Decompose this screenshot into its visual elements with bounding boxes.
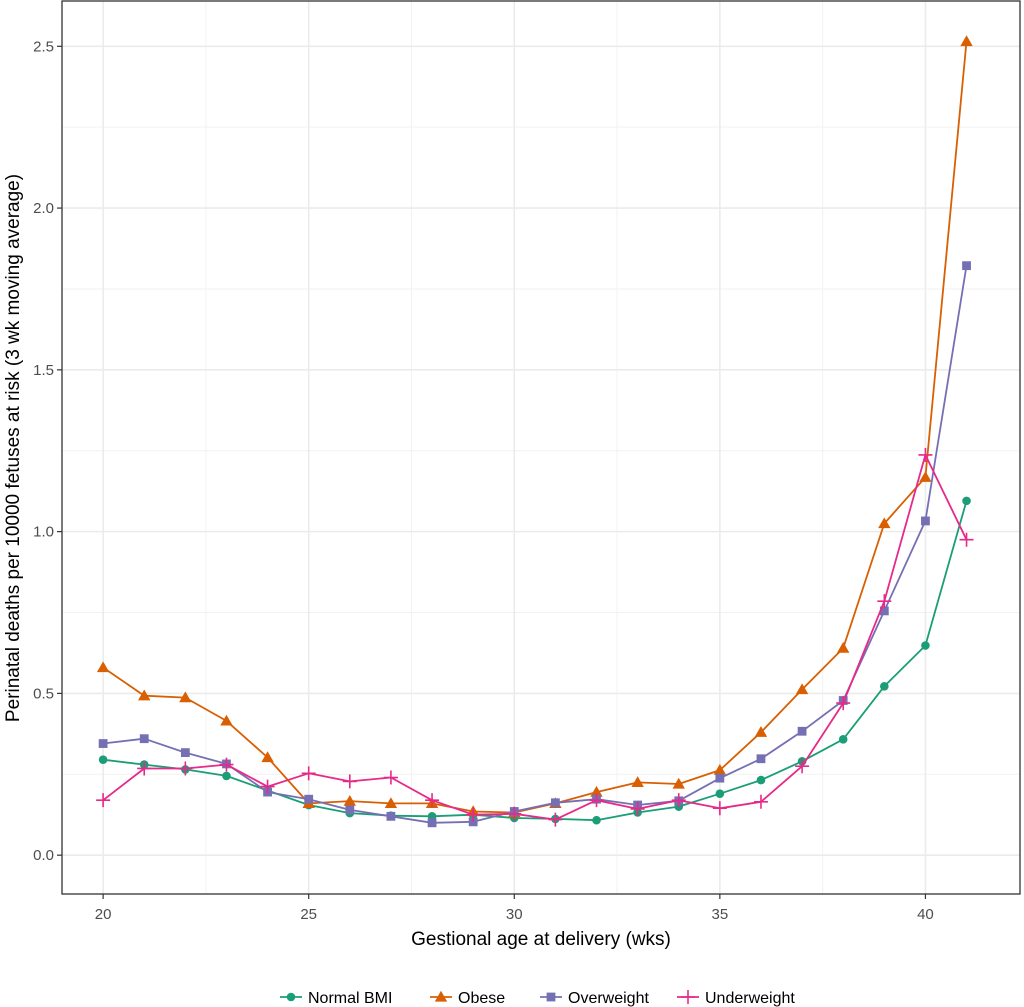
data-point-underweight bbox=[589, 793, 604, 808]
data-point-underweight bbox=[219, 757, 234, 772]
y-tick-label: 2.5 bbox=[33, 38, 54, 55]
data-point-underweight bbox=[466, 807, 481, 822]
series-underweight bbox=[96, 447, 974, 827]
legend-item-overweight: Overweight bbox=[540, 990, 649, 1007]
data-point-underweight bbox=[877, 594, 892, 609]
legend: Normal BMI Obese Overweight Underweight bbox=[280, 990, 795, 1007]
data-point-underweight bbox=[96, 793, 111, 808]
data-point-overweight bbox=[180, 748, 190, 758]
data-point-obese bbox=[590, 785, 603, 797]
data-point-obese bbox=[878, 517, 891, 529]
data-point-overweight bbox=[550, 798, 560, 808]
legend-key-marker bbox=[286, 992, 296, 1002]
series-layer bbox=[96, 35, 974, 828]
data-point-overweight bbox=[345, 805, 355, 815]
legend-key-marker bbox=[546, 992, 556, 1002]
data-point-underweight bbox=[548, 812, 563, 827]
data-point-underweight bbox=[137, 761, 152, 776]
y-axis-title: Perinatal deaths per 10000 fetuses at ri… bbox=[3, 174, 24, 722]
data-point-overweight bbox=[797, 726, 807, 736]
legend-item-underweight: Underweight bbox=[677, 990, 795, 1007]
data-point-underweight bbox=[712, 801, 727, 816]
x-tick-label: 25 bbox=[300, 906, 317, 923]
data-point-normal-bmi bbox=[880, 681, 889, 691]
legend-label: Underweight bbox=[705, 990, 795, 1007]
data-point-obese bbox=[179, 691, 192, 703]
data-point-underweight bbox=[630, 801, 645, 816]
legend-label: Normal BMI bbox=[308, 990, 392, 1007]
data-point-underweight bbox=[342, 774, 357, 789]
data-point-obese bbox=[384, 797, 398, 809]
data-point-obese bbox=[96, 661, 110, 673]
data-point-underweight bbox=[753, 794, 768, 809]
data-point-normal-bmi bbox=[838, 735, 848, 744]
panel-background bbox=[62, 1, 1020, 894]
data-point-underweight bbox=[959, 532, 974, 547]
data-point-overweight bbox=[879, 606, 889, 616]
data-point-overweight bbox=[468, 817, 478, 827]
data-point-underweight bbox=[918, 447, 933, 462]
data-point-overweight bbox=[427, 818, 437, 828]
series-line-underweight bbox=[102, 453, 968, 821]
grid bbox=[62, 1, 1020, 894]
data-point-normal-bmi bbox=[715, 789, 725, 798]
legend-item-obese: Obese bbox=[430, 990, 505, 1007]
data-point-overweight bbox=[962, 261, 971, 271]
data-point-underweight bbox=[383, 770, 398, 785]
data-point-obese bbox=[754, 726, 768, 737]
data-point-underweight bbox=[836, 696, 851, 711]
data-point-normal-bmi bbox=[756, 775, 766, 785]
legend-key-marker bbox=[681, 990, 695, 1004]
data-point-underweight bbox=[795, 759, 810, 774]
data-point-overweight bbox=[304, 794, 314, 804]
data-point-overweight bbox=[98, 739, 108, 748]
data-point-underweight bbox=[260, 779, 275, 794]
y-tick-label: 0.0 bbox=[33, 847, 54, 864]
data-point-underweight bbox=[178, 761, 193, 776]
data-point-obese bbox=[837, 641, 850, 653]
series-line-normal-bmi bbox=[102, 500, 968, 822]
data-point-obese bbox=[631, 776, 644, 788]
data-point-underweight bbox=[301, 766, 316, 781]
x-tick-label: 30 bbox=[506, 906, 523, 923]
x-tick-label: 20 bbox=[95, 906, 112, 923]
series-line-overweight bbox=[102, 265, 968, 824]
y-tick-label: 2.0 bbox=[33, 200, 54, 217]
data-point-normal-bmi bbox=[222, 771, 231, 781]
data-point-underweight bbox=[671, 793, 686, 808]
data-point-overweight bbox=[921, 516, 930, 526]
x-axis-title: Gestional age at delivery (wks) bbox=[411, 929, 671, 950]
data-point-normal-bmi bbox=[962, 496, 971, 506]
data-point-underweight bbox=[507, 806, 522, 821]
data-point-overweight bbox=[139, 734, 149, 744]
data-point-overweight bbox=[386, 811, 396, 821]
data-point-obese bbox=[713, 763, 727, 775]
data-point-obese bbox=[343, 794, 357, 806]
data-point-overweight bbox=[715, 773, 725, 783]
legend-label: Obese bbox=[458, 990, 505, 1007]
x-tick-label: 35 bbox=[712, 906, 729, 923]
data-point-obese bbox=[960, 35, 973, 47]
y-tick-label: 1.5 bbox=[33, 362, 54, 379]
data-point-normal-bmi bbox=[98, 755, 108, 765]
axes: 20 25 30 35 40 0.0 0.5 1.0 1.5 2.0 2.5 bbox=[33, 38, 934, 923]
data-point-normal-bmi bbox=[592, 815, 601, 825]
panel-border bbox=[61, 0, 1021, 895]
data-point-obese bbox=[919, 471, 932, 482]
data-point-obese bbox=[795, 683, 809, 695]
y-tick-label: 0.5 bbox=[33, 685, 54, 702]
legend-key-marker bbox=[434, 990, 448, 1002]
legend-item-normal-bmi: Normal BMI bbox=[280, 990, 392, 1007]
y-tick-label: 1.0 bbox=[33, 524, 54, 541]
data-point-obese bbox=[138, 689, 151, 701]
data-point-overweight bbox=[756, 754, 766, 764]
x-tick-label: 40 bbox=[917, 906, 934, 923]
data-point-obese bbox=[220, 714, 233, 726]
data-point-normal-bmi bbox=[921, 641, 930, 650]
data-point-obese bbox=[672, 777, 685, 789]
legend-label: Overweight bbox=[568, 990, 649, 1007]
data-point-obese bbox=[261, 751, 274, 763]
data-point-underweight bbox=[425, 793, 440, 808]
